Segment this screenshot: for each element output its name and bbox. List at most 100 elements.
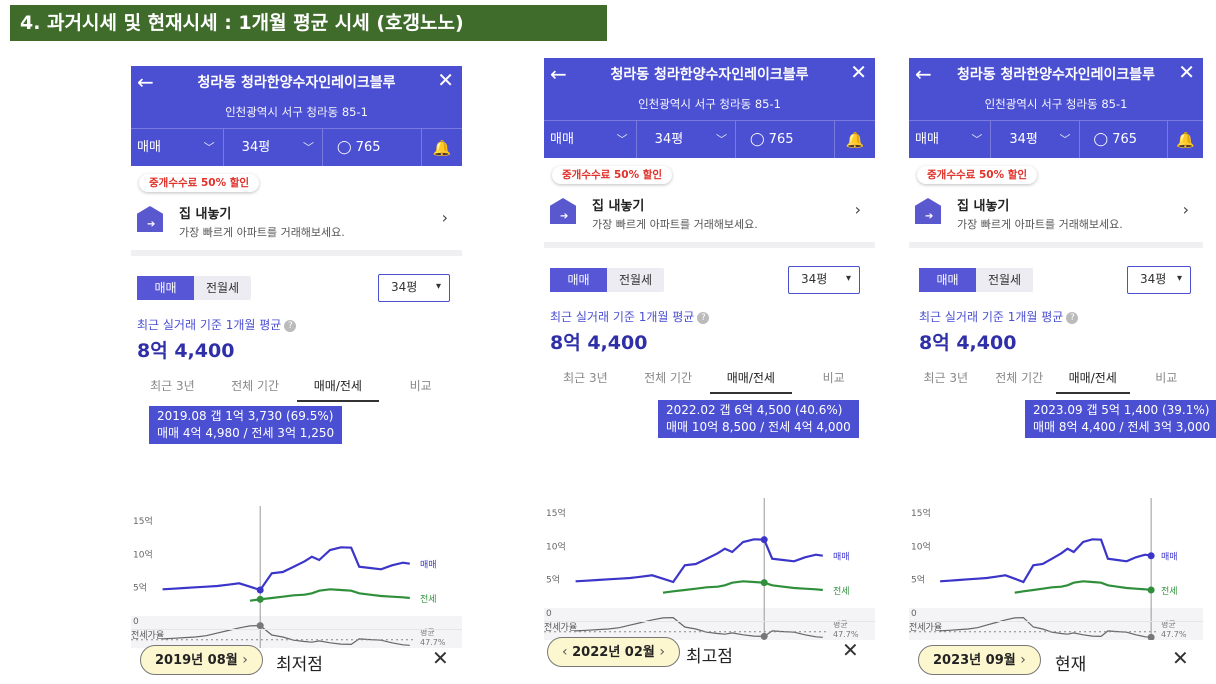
help-icon[interactable]: ? [697,312,710,324]
divider [544,242,875,248]
ratio-label: 전세가율 [909,622,942,633]
page-title-banner: 4. 과거시세 및 현재시세 : 1개월 평균 시세 (호갱노노) [10,5,607,41]
segment-sale[interactable]: 매매 [919,268,976,292]
price-chart[interactable]: 15억10억5억0201820202022매매전세전세가율평균47.7% [544,440,875,640]
close-icon[interactable]: ✕ [437,68,454,92]
trade-type-select[interactable]: 매매 ﹀ [544,121,637,159]
sell-home-banner[interactable]: ➔ 집 내놓기 가장 빠르게 아파트를 거래해보세요. › [909,186,1203,238]
price-chart[interactable]: 15억10억5억0201820202022매매전세전세가율평균47.7% [909,440,1203,640]
period-tabs: 최근 3년 전체 기간 매매/전세 비교 [131,372,462,402]
promo-badge[interactable]: 중개수수료 50% 할인 [139,174,260,192]
bell-icon[interactable]: 🔔 [845,131,865,149]
y-tick-label: 10억 [911,540,931,552]
tab-recent-3y[interactable]: 최근 3년 [563,371,608,385]
comment-bubble-icon: ◯ [1093,132,1109,147]
comments-count: 765 [355,140,381,155]
y-tick-label: 5억 [911,574,925,586]
bell-icon[interactable]: 🔔 [432,139,452,157]
close-icon[interactable]: ✕ [850,60,867,84]
size-dropdown[interactable]: 34평 ▾ [788,266,860,294]
sell-subtitle: 가장 빠르게 아파트를 거래해보세요. [592,218,758,231]
price-chart[interactable]: 15억10억5억0201820202022매매전세전세가율평균47.7% [131,448,462,648]
filter-bar: 매매 ﹀ 34평 ﹀ ◯ 765 🔔 [131,128,462,167]
back-arrow-icon[interactable]: ← [915,62,932,86]
tab-sale-jeonse[interactable]: 매매/전세 [296,372,380,402]
sell-title: 집 내놓기 [592,199,645,214]
tab-recent-3y[interactable]: 최근 3년 [923,371,969,385]
chevron-left-icon[interactable]: ‹ [562,644,568,660]
chevron-right-icon[interactable]: › [1020,652,1026,668]
chevron-down-icon: ﹀ [302,141,314,154]
close-icon[interactable]: ✕ [842,638,859,662]
tab-all-period[interactable]: 전체 기간 [995,371,1044,385]
tab-all-period[interactable]: 전체 기간 [644,371,693,385]
chevron-right-icon[interactable]: › [242,652,248,668]
close-icon[interactable]: ✕ [1172,646,1189,670]
jeonse-series-label: 전세 [420,594,437,605]
apartment-name: 청라동 청라한양수자인레이크블루 [956,67,1156,83]
promo-badge[interactable]: 중개수수료 50% 할인 [917,166,1038,184]
segment-lease[interactable]: 전월세 [987,273,1022,287]
tab-compare[interactable]: 비교 [1155,371,1178,385]
comments-button[interactable]: ◯ 765 [1080,121,1168,159]
chevron-right-icon[interactable]: › [659,644,665,660]
sale-marker [256,586,264,594]
tab-compare[interactable]: 비교 [409,379,432,393]
ratio-average-value: 47.7% [1161,630,1187,639]
date-pill[interactable]: 2019년 08월 › [140,645,263,675]
average-label: 최근 실거래 기준 1개월 평균? [137,316,297,333]
jeonse-ratio-line [162,624,410,646]
comments-button[interactable]: ◯ 765 [736,121,836,159]
help-icon[interactable]: ? [1066,312,1079,324]
tab-sale-jeonse[interactable]: 매매/전세 [1056,364,1130,394]
y-tick-label: 0 [546,609,552,619]
tooltip-price-line: 매매 10억 8,500 / 전세 4억 4,000 [666,420,851,434]
chevron-right-icon: › [441,208,448,227]
average-label-text: 최근 실거래 기준 1개월 평균 [137,318,282,332]
sell-home-banner[interactable]: ➔ 집 내놓기 가장 빠르게 아파트를 거래해보세요. › [131,194,462,246]
date-pill[interactable]: ‹ 2022년 02월 › [547,637,680,667]
tab-recent-3y[interactable]: 최근 3년 [150,379,195,393]
trade-segment: 매매 전월세 [550,268,664,292]
promo-badge[interactable]: 중개수수료 50% 할인 [552,166,673,184]
segment-sale[interactable]: 매매 [550,268,607,292]
trade-segment: 매매 전월세 [919,268,1033,292]
comments-count: 765 [1112,132,1138,147]
close-icon[interactable]: ✕ [1178,60,1195,84]
close-icon[interactable]: ✕ [432,646,449,670]
size-select[interactable]: 34평 ﹀ [224,129,323,167]
sell-home-banner[interactable]: ➔ 집 내놓기 가장 빠르게 아파트를 거래해보세요. › [544,186,875,238]
y-tick-label: 15억 [546,507,566,519]
back-arrow-icon[interactable]: ← [550,62,567,86]
tooltip-price-line: 매매 8억 4,400 / 전세 3억 3,000 [1033,420,1211,434]
chevron-down-icon: ﹀ [616,133,628,146]
help-icon[interactable]: ? [284,320,297,332]
segment-lease[interactable]: 전월세 [618,273,653,287]
tooltip-gap-line: 2022.02 갭 6억 4,500 (40.6%) [666,403,843,417]
trade-type-select[interactable]: 매매 ﹀ [909,121,992,159]
size-dropdown[interactable]: 34평 ▾ [378,274,450,302]
size-label: 34평 [241,140,271,155]
bell-icon[interactable]: 🔔 [1175,131,1195,149]
tab-sale-jeonse[interactable]: 매매/전세 [709,364,793,394]
y-tick-label: 0 [911,609,917,619]
ratio-average-label: 평균 [833,619,848,629]
back-arrow-icon[interactable]: ← [137,70,154,94]
comments-button[interactable]: ◯ 765 [323,129,423,167]
segment-lease[interactable]: 전월세 [205,281,240,295]
sale-price-line [940,538,1152,584]
chevron-right-icon: › [1182,200,1189,219]
size-dropdown[interactable]: 34평 ▾ [1127,266,1191,294]
trade-type-select[interactable]: 매매 ﹀ [131,129,224,167]
ratio-marker [256,622,264,630]
date-pill[interactable]: 2023년 09월 › [918,645,1041,675]
segment-sale[interactable]: 매매 [137,276,194,300]
size-select[interactable]: 34평 ﹀ [991,121,1080,159]
tab-all-period[interactable]: 전체 기간 [231,379,280,393]
tab-compare[interactable]: 비교 [822,371,845,385]
comment-bubble-icon: ◯ [336,140,352,155]
size-select[interactable]: 34평 ﹀ [637,121,736,159]
tooltip-gap-line: 2019.08 갭 1억 3,730 (69.5%) [157,409,334,423]
jeonse-price-line [249,588,410,602]
comment-bubble-icon: ◯ [749,132,765,147]
